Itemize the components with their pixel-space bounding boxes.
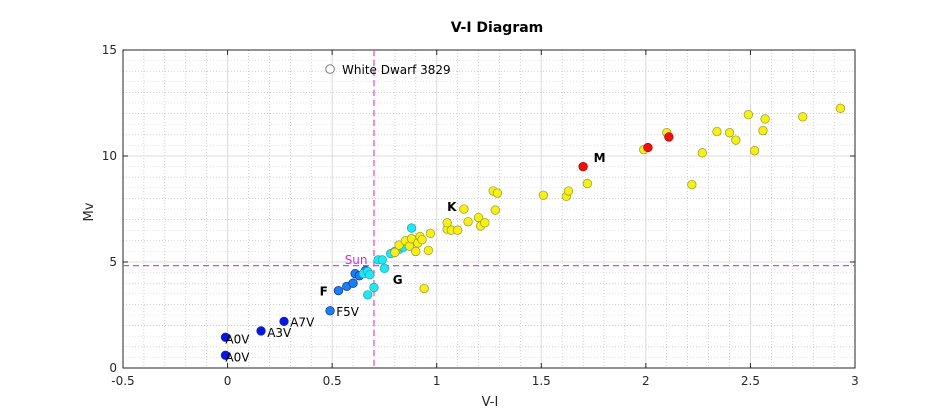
data-point-cyan [369,282,379,293]
annotation-label: A0V [225,332,250,346]
data-point-blue [220,350,231,360]
annotation-label: A3V [267,326,292,340]
x-tick-label: 0.5 [323,374,342,388]
white-dwarf-label: White Dwarf 3829 [342,63,451,77]
data-point-cyan [365,270,375,280]
y-tick-label: 0 [109,361,117,375]
x-tick-label: 1 [433,374,441,388]
data-point-mid_blue [333,285,344,296]
data-point-yellow [411,246,421,257]
y-tick-label: 10 [102,149,117,163]
white-dwarf-point [325,64,335,74]
annotation-label: M [594,151,606,165]
chart-title: V-I Diagram [451,20,544,36]
data-point-yellow [758,125,768,136]
plot-frame [122,49,856,369]
data-point-yellow [538,190,549,200]
annotation-label: A7V [290,315,315,329]
data-point-yellow [712,126,722,137]
data-point-yellow [724,128,735,138]
x-tick-label: 2.5 [741,374,760,388]
data-point-red [578,161,588,172]
x-tick-label: 1.5 [532,374,551,388]
data-point-cyan [406,223,417,233]
data-point-yellow [459,204,469,214]
data-point-yellow [687,179,697,190]
data-point-yellow [419,283,429,294]
data-point-blue [256,326,266,336]
annotation-label: F [320,285,328,299]
data-point-yellow [425,228,436,239]
x-tick-label: -0.5 [111,374,134,388]
x-tick-label: 0 [224,374,232,388]
data-point-cyan [379,263,390,274]
annotation-label: F5V [336,305,360,319]
data-point-yellow [798,112,808,122]
data-point-yellow [760,114,770,124]
data-point-yellow [390,247,400,258]
data-point-yellow [490,205,500,215]
data-point-yellow [492,188,503,198]
annotation-label: G [393,273,403,287]
annotation-label: Sun [345,253,368,267]
data-point-cyan [363,290,373,300]
data-point-yellow [423,245,433,255]
data-point-yellow [835,103,846,113]
annotation-label: A0V [225,350,250,364]
data-point-blue [279,316,289,327]
data-point-yellow [452,225,463,235]
data-point-yellow [442,218,452,228]
y-axis-label: Mv [82,202,97,221]
data-point-red [643,142,653,153]
data-point-yellow [463,217,473,227]
data-point-mid_blue [325,306,335,316]
data-point-yellow [480,218,490,228]
data-point-yellow [582,178,592,189]
data-point-yellow [473,212,484,223]
annotation-label: K [447,200,457,214]
data-point-yellow [743,110,753,120]
data-point-yellow [731,135,741,145]
y-tick-label: 15 [102,43,117,57]
y-tick-label: 5 [109,255,117,269]
x-tick-label: 2 [642,374,650,388]
data-point-yellow [563,186,574,196]
data-point-mid_blue [348,278,358,288]
data-point-yellow [417,235,427,245]
x-tick-label: 3 [851,374,859,388]
data-point-cyan [377,255,387,265]
x-axis-label: V-I [482,395,499,410]
data-point-yellow [749,146,760,156]
data-point-red [664,132,674,142]
data-point-yellow [697,148,707,158]
data-point-blue [220,332,231,342]
